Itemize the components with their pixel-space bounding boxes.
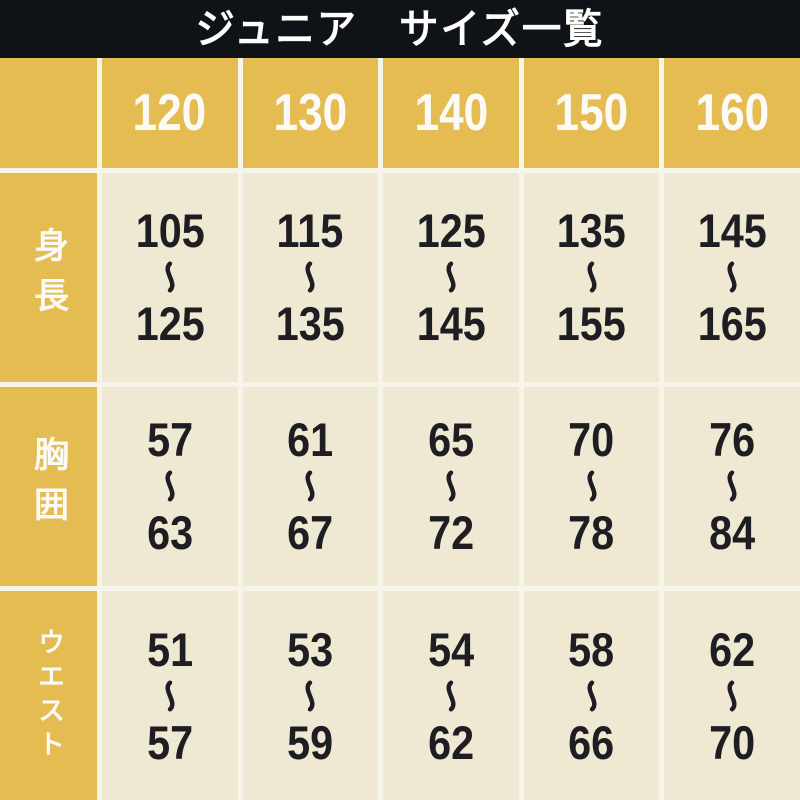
range-min: 51 [146, 622, 193, 676]
range-min: 125 [416, 204, 486, 258]
row-label-height: 身長 [0, 173, 97, 382]
size-table: 120 130 140 150 160 身長 105 125 115 135 1… [0, 58, 800, 800]
wave-dash-icon [581, 680, 603, 712]
wave-dash-icon [299, 680, 321, 712]
range-max: 155 [557, 297, 627, 351]
range-max: 135 [275, 297, 345, 351]
size-header-label: 160 [695, 84, 770, 142]
size-column-header-130: 130 [242, 58, 379, 168]
row-label-waist: ウエスト [0, 591, 97, 800]
wave-dash-icon [159, 261, 181, 293]
range-max: 59 [287, 715, 334, 769]
range-max: 67 [287, 506, 334, 560]
size-range-cell: 115 135 [242, 173, 379, 382]
wave-dash-icon [440, 680, 462, 712]
range-min: 145 [697, 204, 767, 258]
range-min: 135 [557, 204, 627, 258]
range-min: 65 [427, 413, 474, 467]
range-max: 165 [697, 297, 767, 351]
range-max: 70 [709, 715, 756, 769]
size-range-cell: 61 67 [242, 386, 379, 587]
wave-dash-icon [721, 470, 743, 503]
size-range-cell: 51 57 [102, 591, 238, 800]
range-max: 72 [427, 506, 474, 560]
wave-dash-icon [581, 470, 603, 503]
wave-dash-icon [159, 470, 181, 503]
range-max: 62 [427, 715, 474, 769]
size-range-cell: 125 145 [383, 173, 519, 382]
range-max: 66 [568, 715, 615, 769]
wave-dash-icon [299, 470, 321, 503]
row-label-text: ウエスト [34, 627, 64, 764]
page-title: ジュニア サイズ一覧 [195, 5, 605, 52]
size-range-cell: 76 84 [664, 386, 800, 587]
range-min: 105 [135, 204, 205, 258]
wave-dash-icon [440, 261, 462, 293]
range-max: 84 [709, 506, 756, 560]
range-min: 70 [568, 413, 615, 467]
title-bar: ジュニア サイズ一覧 [0, 0, 800, 58]
size-header-label: 130 [273, 84, 348, 142]
row-label-text: 胸囲 [29, 436, 68, 537]
size-range-cell: 105 125 [102, 173, 238, 382]
size-range-cell: 58 66 [523, 591, 660, 800]
range-min: 58 [568, 622, 615, 676]
wave-dash-icon [299, 261, 321, 293]
range-min: 62 [709, 622, 756, 676]
size-header-label: 140 [414, 84, 488, 142]
range-min: 76 [709, 413, 756, 467]
size-range-cell: 57 63 [102, 386, 238, 587]
size-column-header-120: 120 [102, 58, 238, 168]
range-max: 63 [146, 506, 193, 560]
size-header-label: 120 [132, 84, 207, 142]
size-range-cell: 135 155 [523, 173, 660, 382]
range-min: 57 [146, 413, 193, 467]
size-header-label: 150 [554, 84, 629, 142]
size-column-header-140: 140 [383, 58, 519, 168]
row-label-text: 身長 [29, 227, 68, 328]
range-min: 54 [427, 622, 474, 676]
size-column-header-150: 150 [523, 58, 660, 168]
wave-dash-icon [581, 261, 603, 293]
size-range-cell: 65 72 [383, 386, 519, 587]
size-range-cell: 62 70 [664, 591, 800, 800]
wave-dash-icon [721, 680, 743, 712]
range-min: 115 [277, 204, 344, 258]
wave-dash-icon [440, 470, 462, 503]
range-max: 145 [416, 297, 486, 351]
size-range-cell: 53 59 [242, 591, 379, 800]
range-max: 78 [568, 506, 615, 560]
range-max: 57 [146, 715, 193, 769]
corner-cell [0, 58, 97, 168]
size-range-cell: 145 165 [664, 173, 800, 382]
size-column-header-160: 160 [664, 58, 800, 168]
range-max: 125 [135, 297, 205, 351]
size-range-cell: 54 62 [383, 591, 519, 800]
size-range-cell: 70 78 [523, 386, 660, 587]
row-label-chest: 胸囲 [0, 386, 97, 587]
range-min: 61 [287, 413, 334, 467]
wave-dash-icon [721, 261, 743, 293]
range-min: 53 [287, 622, 334, 676]
wave-dash-icon [159, 680, 181, 712]
